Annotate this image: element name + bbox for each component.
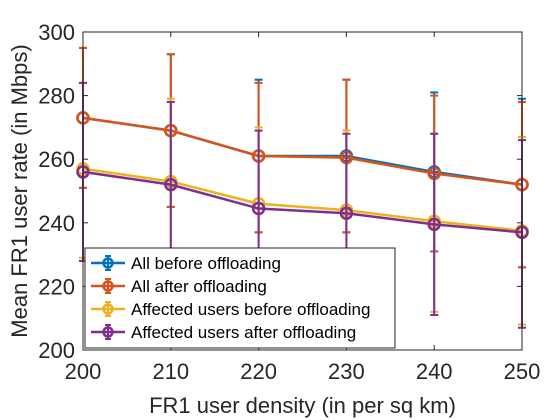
x-tick-label: 200 [65,359,102,384]
y-axis-label: Mean FR1 user rate (in Mbps) [7,44,32,337]
series-line [82,116,523,186]
x-tick-label: 220 [240,359,277,384]
data-point [164,177,178,192]
y-tick-label: 260 [38,147,75,172]
y-tick-label: 300 [38,20,75,45]
data-point [339,206,354,221]
ticks-layer: 200 210 220 230 240 250 200 220 240 260 280 300 [38,20,540,384]
legend-label: Affected users after offloading [131,323,356,342]
legend-marker [102,326,114,338]
legend-marker [102,280,114,292]
legend-label: All after offloading [131,277,267,296]
series-line [82,170,523,234]
x-tick-label: 210 [152,359,189,384]
legend-marker [102,257,114,269]
legend: All before offloading All after offloadin… [84,247,396,349]
legend-item: All before offloading [91,254,281,273]
x-tick-label: 240 [416,359,453,384]
legend-item: Affected users after offloading [91,323,356,342]
legend-marker [102,303,114,315]
axes-box [82,31,523,351]
data-point [251,201,266,216]
y-tick-label: 200 [38,338,75,363]
x-tick-label: 250 [504,359,541,384]
series-line [82,167,523,232]
x-axis-label: FR1 user density (in per sq km) [149,393,456,418]
axes-layer [82,31,523,351]
legend-item: All after offloading [91,277,267,296]
legend-box [84,247,396,349]
data-point [427,217,441,232]
y-tick-label: 240 [38,211,75,236]
legend-item: Affected users before offloading [91,300,370,319]
legend-label: All before offloading [131,254,281,273]
y-tick-label: 220 [38,274,75,299]
y-tick-label: 280 [38,84,75,109]
legend-label: Affected users before offloading [131,300,370,319]
x-tick-label: 230 [328,359,365,384]
